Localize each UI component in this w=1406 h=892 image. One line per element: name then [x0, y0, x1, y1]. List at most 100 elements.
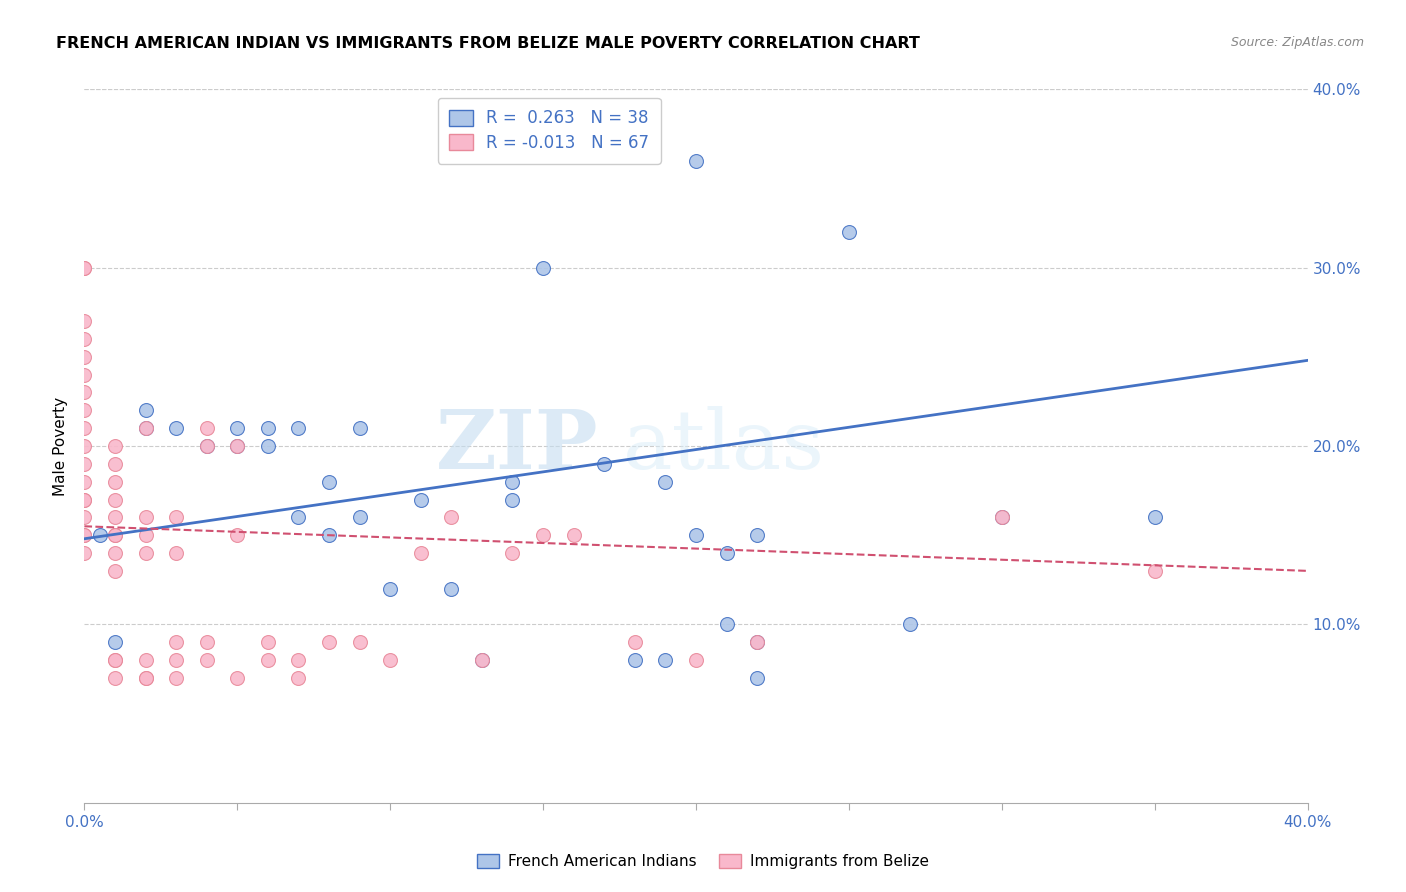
- Point: [654, 653, 676, 667]
- Point: [685, 528, 707, 542]
- Text: ZIP: ZIP: [436, 406, 598, 486]
- Point: [73, 528, 96, 542]
- Point: [716, 546, 738, 560]
- Point: [165, 510, 187, 524]
- Point: [226, 528, 249, 542]
- Point: [226, 671, 249, 685]
- Point: [73, 439, 96, 453]
- Point: [73, 314, 96, 328]
- Point: [380, 653, 402, 667]
- Point: [135, 421, 157, 435]
- Point: [135, 421, 157, 435]
- Point: [349, 510, 371, 524]
- Point: [409, 492, 432, 507]
- Point: [287, 421, 309, 435]
- Point: [104, 492, 127, 507]
- Point: [349, 635, 371, 649]
- Point: [747, 635, 769, 649]
- Point: [104, 546, 127, 560]
- Point: [257, 653, 280, 667]
- Point: [502, 546, 524, 560]
- Point: [73, 492, 96, 507]
- Point: [716, 617, 738, 632]
- Point: [73, 528, 96, 542]
- Text: FRENCH AMERICAN INDIAN VS IMMIGRANTS FROM BELIZE MALE POVERTY CORRELATION CHART: FRENCH AMERICAN INDIAN VS IMMIGRANTS FRO…: [56, 36, 920, 51]
- Point: [685, 153, 707, 168]
- Point: [440, 510, 463, 524]
- Point: [104, 439, 127, 453]
- Point: [104, 653, 127, 667]
- Point: [898, 617, 921, 632]
- Point: [165, 635, 187, 649]
- Point: [440, 582, 463, 596]
- Point: [287, 671, 309, 685]
- Point: [73, 475, 96, 489]
- Point: [73, 260, 96, 275]
- Point: [380, 582, 402, 596]
- Point: [165, 421, 187, 435]
- Point: [502, 475, 524, 489]
- Point: [287, 510, 309, 524]
- Point: [73, 403, 96, 417]
- Point: [104, 564, 127, 578]
- Point: [195, 439, 218, 453]
- Point: [135, 510, 157, 524]
- Point: [747, 671, 769, 685]
- Point: [195, 421, 218, 435]
- Point: [624, 653, 647, 667]
- Point: [1143, 564, 1166, 578]
- Legend: R =  0.263   N = 38, R = -0.013   N = 67: R = 0.263 N = 38, R = -0.013 N = 67: [437, 97, 661, 163]
- Point: [257, 635, 280, 649]
- Point: [104, 475, 127, 489]
- Point: [135, 671, 157, 685]
- Point: [226, 439, 249, 453]
- Point: [531, 260, 554, 275]
- Point: [104, 671, 127, 685]
- Point: [104, 528, 127, 542]
- Point: [318, 635, 340, 649]
- Point: [73, 350, 96, 364]
- Legend: French American Indians, Immigrants from Belize: French American Indians, Immigrants from…: [471, 847, 935, 875]
- Point: [195, 635, 218, 649]
- Point: [165, 671, 187, 685]
- Point: [104, 635, 127, 649]
- Point: [104, 510, 127, 524]
- Point: [135, 528, 157, 542]
- Point: [747, 635, 769, 649]
- Point: [409, 546, 432, 560]
- Point: [195, 653, 218, 667]
- Point: [165, 653, 187, 667]
- Point: [349, 421, 371, 435]
- Point: [593, 457, 616, 471]
- Point: [165, 546, 187, 560]
- Point: [226, 421, 249, 435]
- Point: [73, 546, 96, 560]
- Text: Source: ZipAtlas.com: Source: ZipAtlas.com: [1230, 36, 1364, 49]
- Point: [502, 492, 524, 507]
- Point: [73, 260, 96, 275]
- Point: [73, 457, 96, 471]
- Point: [135, 403, 157, 417]
- Point: [104, 653, 127, 667]
- Point: [654, 475, 676, 489]
- Point: [135, 546, 157, 560]
- Point: [991, 510, 1014, 524]
- Point: [624, 635, 647, 649]
- Point: [531, 528, 554, 542]
- Point: [73, 421, 96, 435]
- Point: [685, 653, 707, 667]
- Point: [104, 457, 127, 471]
- Point: [135, 671, 157, 685]
- Point: [73, 492, 96, 507]
- Point: [104, 528, 127, 542]
- Point: [318, 475, 340, 489]
- Point: [471, 653, 494, 667]
- Point: [747, 528, 769, 542]
- Point: [73, 385, 96, 400]
- Point: [257, 421, 280, 435]
- Point: [73, 332, 96, 346]
- Point: [195, 439, 218, 453]
- Point: [73, 510, 96, 524]
- Point: [73, 368, 96, 382]
- Y-axis label: Male Poverty: Male Poverty: [53, 396, 69, 496]
